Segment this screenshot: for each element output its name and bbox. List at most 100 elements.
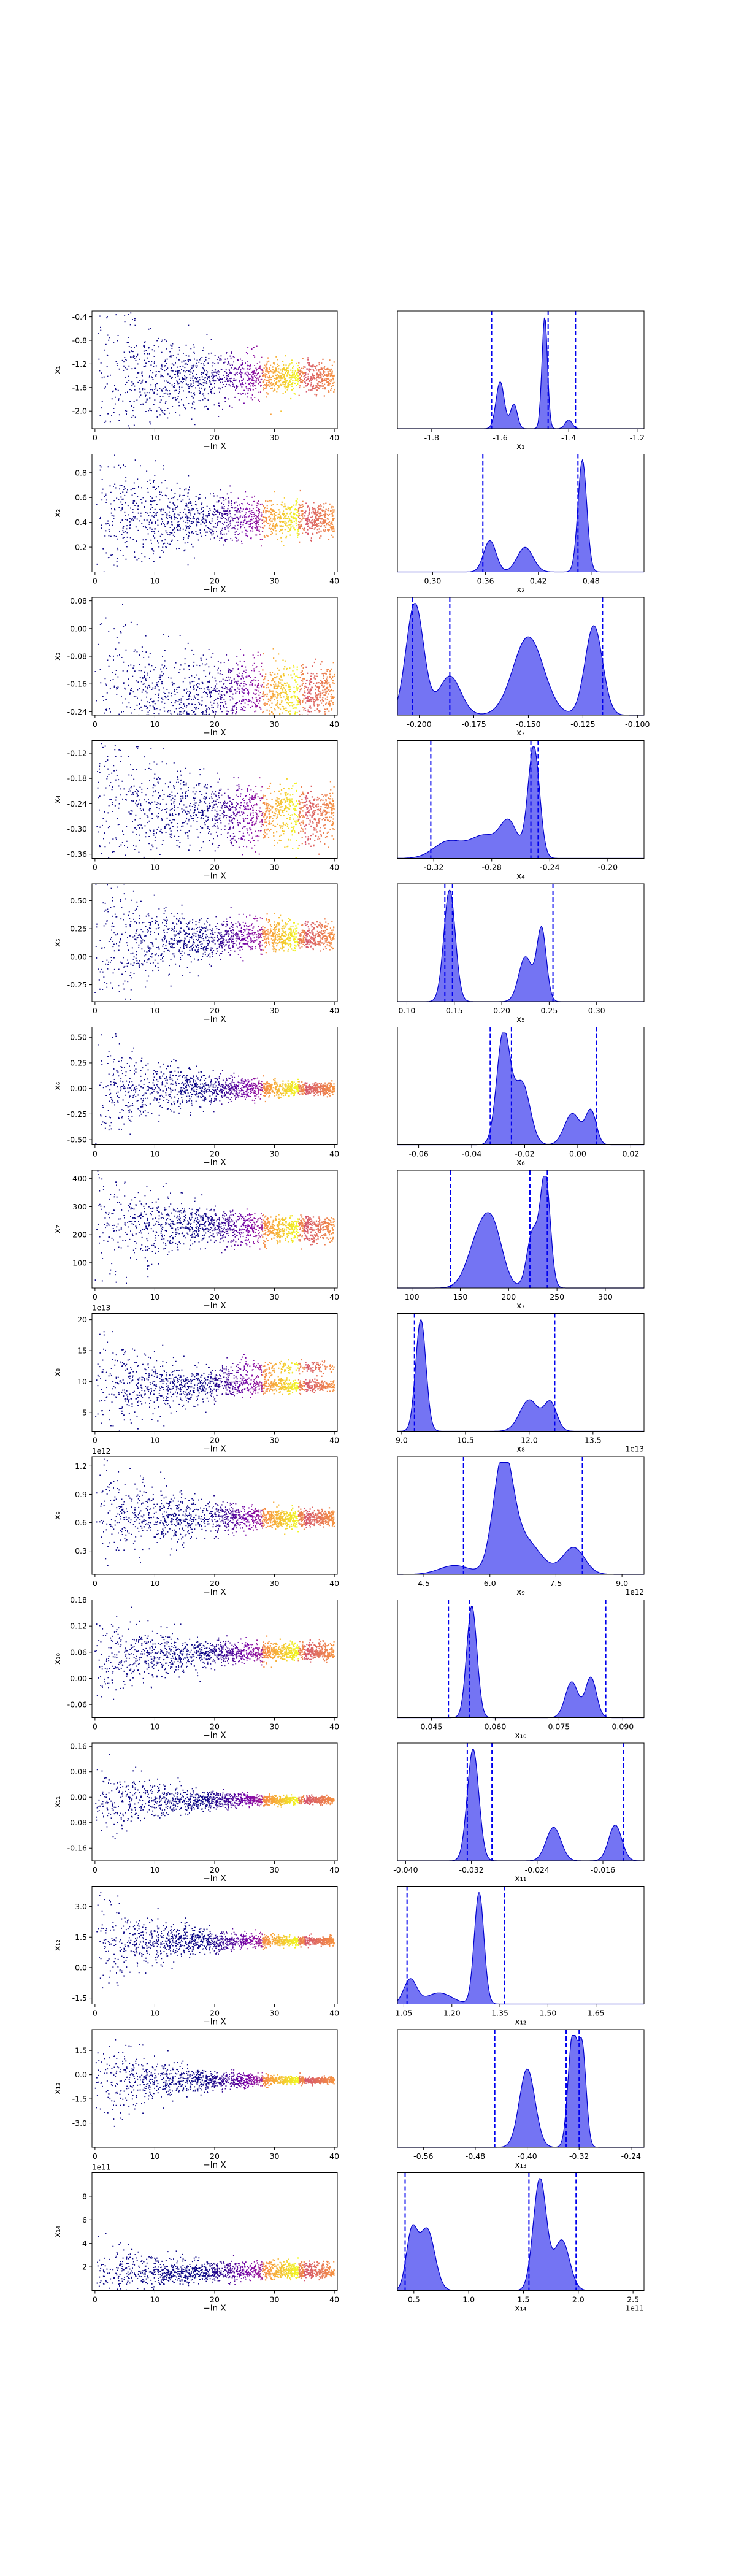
- trace-point: [234, 510, 236, 512]
- trace-point: [110, 512, 112, 514]
- trace-point: [243, 681, 245, 682]
- trace-point: [165, 832, 167, 833]
- trace-point: [276, 391, 278, 393]
- trace-point: [218, 690, 220, 691]
- trace-point: [110, 711, 111, 713]
- trace-point: [179, 512, 181, 513]
- trace-point: [164, 361, 166, 362]
- trace-point: [310, 681, 312, 683]
- trace-point: [213, 371, 215, 373]
- trace-point: [315, 700, 316, 702]
- trace-point: [240, 383, 242, 385]
- trace-point: [178, 707, 180, 709]
- trace-point: [268, 516, 270, 518]
- trace-point: [129, 707, 131, 708]
- trace-point: [150, 328, 151, 329]
- trace-point: [196, 380, 198, 382]
- trace-point: [234, 680, 236, 682]
- trace-point: [132, 735, 134, 737]
- trace-point: [120, 467, 121, 469]
- trace-point: [188, 535, 190, 537]
- trace-point: [283, 668, 285, 670]
- trace-point: [134, 385, 136, 387]
- trace-point: [298, 800, 300, 802]
- trace-point: [137, 363, 139, 365]
- trace-point: [159, 556, 161, 558]
- trace-point: [205, 515, 207, 517]
- trace-point: [142, 404, 144, 405]
- trace-point: [242, 695, 244, 697]
- trace-point: [319, 515, 321, 517]
- trace-point: [289, 518, 291, 520]
- trace-point: [98, 643, 99, 645]
- trace-point: [297, 510, 300, 512]
- trace-point: [302, 513, 304, 515]
- trace-point: [128, 351, 130, 352]
- trace-point: [128, 702, 130, 704]
- trace-point: [313, 699, 316, 700]
- trace-point: [231, 372, 232, 374]
- trace-point: [104, 745, 106, 747]
- trace-point: [322, 380, 324, 381]
- trace-point: [319, 372, 321, 374]
- trace-point: [331, 678, 332, 680]
- trace-point: [331, 364, 333, 366]
- trace-point: [297, 370, 299, 372]
- trace-point: [274, 696, 276, 698]
- trace-point: [323, 803, 324, 805]
- trace-point: [254, 380, 256, 382]
- trace-point: [180, 798, 182, 800]
- trace-point: [145, 651, 147, 653]
- trace-point: [253, 692, 254, 694]
- trace-point: [308, 707, 310, 708]
- trace-point: [200, 818, 202, 819]
- trace-point: [228, 689, 230, 691]
- trace-point: [217, 377, 218, 379]
- trace-point: [203, 670, 205, 672]
- trace-point: [113, 744, 114, 745]
- trace-point: [264, 704, 266, 706]
- trace-point: [201, 376, 203, 378]
- trace-point: [132, 516, 134, 518]
- trace-point: [256, 527, 258, 529]
- trace-point: [117, 742, 118, 743]
- trace-point: [291, 677, 293, 679]
- trace-point: [186, 718, 187, 719]
- trace-point: [185, 371, 186, 373]
- trace-point: [277, 700, 278, 702]
- trace-point: [171, 714, 172, 715]
- trace-point: [316, 699, 318, 701]
- trace-point: [154, 703, 156, 705]
- trace-point: [309, 680, 311, 681]
- trace-point: [294, 711, 296, 713]
- trace-point: [328, 391, 330, 393]
- trace-point: [185, 379, 187, 381]
- trace-point: [296, 515, 297, 516]
- trace-point: [266, 803, 267, 805]
- trace-point: [128, 798, 129, 799]
- trace-point: [331, 708, 333, 710]
- trace-point: [283, 517, 285, 519]
- trace-point: [266, 396, 267, 398]
- trace-point: [243, 685, 245, 687]
- trace-point: [315, 698, 317, 700]
- trace-point: [228, 505, 229, 507]
- trace-point: [218, 693, 220, 695]
- trace-point: [240, 524, 242, 526]
- trace-point: [302, 504, 304, 505]
- trace-point: [243, 515, 245, 517]
- trace-point: [323, 531, 325, 532]
- trace-point: [202, 368, 204, 369]
- trace-point: [188, 324, 190, 326]
- trace-point: [211, 534, 213, 536]
- trace-point: [176, 380, 178, 382]
- trace-point: [232, 518, 234, 519]
- trace-point: [108, 439, 109, 440]
- trace-point: [188, 498, 190, 500]
- trace-point: [316, 385, 318, 387]
- trace-point: [299, 507, 301, 508]
- trace-point: [310, 540, 312, 542]
- trace-point: [196, 378, 197, 380]
- trace-point: [212, 710, 213, 711]
- trace-point: [115, 673, 117, 675]
